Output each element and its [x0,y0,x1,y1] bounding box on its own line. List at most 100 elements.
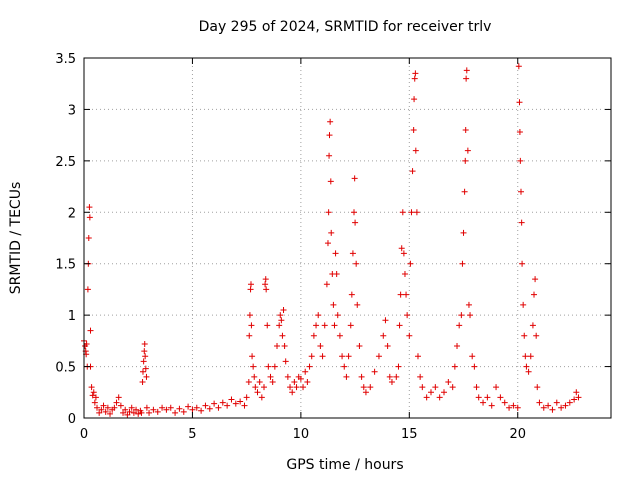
data-point [388,379,395,385]
data-point [326,152,333,159]
data-point [163,406,170,413]
data-point [306,363,313,370]
data-point [413,209,420,216]
data-point [176,405,183,412]
data-point [410,127,417,133]
data-point [395,363,402,370]
data-point [471,363,478,370]
data-point [462,127,469,133]
data-point [493,384,500,391]
data-point [265,363,272,370]
data-point [400,250,407,257]
data-point [115,394,122,401]
data-point [279,332,286,339]
data-point [198,407,205,414]
data-point [211,400,218,407]
data-point [297,375,304,382]
data-point [92,394,99,401]
data-point [441,389,448,396]
data-point [310,332,317,339]
data-point [246,312,253,319]
data-point [407,260,414,267]
data-point [291,379,298,385]
data-point [154,408,161,415]
data-point [399,209,406,216]
data-point [562,402,569,409]
y-tick-label: 2.5 [55,155,76,170]
data-point [575,394,582,401]
grid-layer [84,58,611,418]
data-point [276,322,283,329]
data-point [277,312,284,319]
data-point [354,301,361,308]
data-point [351,175,358,182]
data-point [330,301,337,308]
data-point [167,404,174,411]
data-point [345,353,352,360]
data-point [180,408,187,415]
data-point [558,404,565,411]
x-tick-label: 15 [401,427,418,442]
data-point [215,404,222,411]
data-point [313,322,320,329]
data-point [264,322,271,329]
data-point [206,405,213,412]
y-tick-label: 2 [68,206,76,221]
data-point [521,332,528,339]
data-point [382,317,389,324]
data-point [243,394,250,401]
data-point [408,209,415,216]
data-point [281,343,288,349]
data-point [445,379,452,385]
data-point [315,312,322,319]
data-point [321,322,328,329]
data-point [138,409,145,416]
data-point [224,402,231,409]
data-point [326,132,333,139]
data-point [473,384,480,391]
data-point [525,368,532,375]
data-point [536,399,543,406]
y-tick-label: 1 [68,309,76,324]
data-point [88,384,95,391]
data-point [323,281,330,288]
data-point [461,188,468,195]
data-point [384,343,391,349]
data-point [516,129,523,136]
data-point [371,368,378,375]
data-point [293,384,300,391]
y-tick-label: 3 [68,103,76,118]
data-point [419,384,426,391]
data-point [333,271,340,277]
data-point [475,394,482,401]
data-point [245,379,252,385]
data-point [533,332,540,339]
data-point [102,408,109,415]
data-point [254,389,261,396]
data-point [488,402,495,409]
data-point [261,384,268,391]
data-point [248,322,255,329]
data-point [458,312,465,319]
data-point [480,399,487,406]
data-point [501,399,508,406]
data-point [258,394,265,401]
data-point [143,404,150,411]
data-point [172,409,179,416]
data-point [566,399,573,406]
data-point [497,394,504,401]
data-point [462,157,469,164]
data-point [252,384,259,391]
data-point [319,353,326,360]
data-point [83,340,90,347]
data-point [86,204,93,211]
data-point [202,402,209,409]
data-point [460,229,467,236]
data-point [282,358,289,365]
data-point [241,402,248,409]
data-point [343,373,350,380]
data-point [484,394,491,401]
data-point [219,399,226,406]
y-tick-label: 0.5 [55,361,76,376]
data-point [464,147,471,154]
